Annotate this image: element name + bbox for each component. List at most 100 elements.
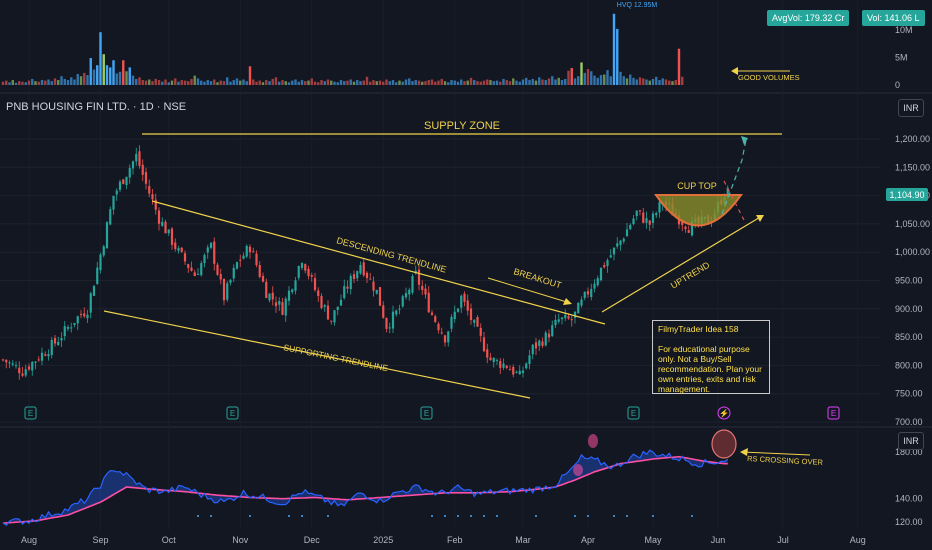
candle-body <box>200 263 203 276</box>
candle-body <box>92 285 96 296</box>
rs-signal-dot <box>483 515 485 517</box>
volume-bar <box>141 80 144 85</box>
time-tick-label: Apr <box>581 535 595 545</box>
currency-selector-price[interactable]: INR <box>898 99 924 117</box>
candle-body <box>70 327 73 329</box>
candle-body <box>5 359 8 363</box>
rs-signal-dot <box>535 515 537 517</box>
candle-body <box>86 314 89 319</box>
candle-body <box>518 370 521 375</box>
candle-body <box>154 199 157 210</box>
volume-bar <box>476 81 479 85</box>
candle-body <box>333 310 336 323</box>
volume-bar <box>625 78 629 85</box>
rs-signal-dot <box>301 515 303 517</box>
earnings-markers: E E E E ⚡ E <box>24 406 840 420</box>
volume-bar <box>190 78 193 85</box>
time-tick-label: Dec <box>304 535 321 545</box>
volume-bar <box>590 71 593 85</box>
candle-body <box>612 247 616 255</box>
volume-bar <box>404 79 408 85</box>
candle-body <box>382 305 385 318</box>
candle-body <box>141 164 144 175</box>
volume-bar <box>151 81 154 85</box>
volume-bar <box>92 69 96 85</box>
candle-body <box>541 341 544 346</box>
candle-body <box>473 319 476 323</box>
idea-note-box: FilmyTrader Idea 158 For educational pur… <box>652 320 770 394</box>
candle-body <box>151 194 154 200</box>
volume-bar <box>391 80 395 85</box>
candle-body <box>11 363 14 365</box>
volume-bar <box>310 78 313 85</box>
volume-bar <box>395 82 398 85</box>
volume-bar <box>346 80 349 85</box>
volume-bar <box>37 81 40 85</box>
volume-bar <box>304 81 307 85</box>
volume-bar <box>408 78 411 85</box>
candle-body <box>580 299 583 306</box>
candle-body <box>167 229 170 234</box>
candle-body <box>583 291 586 299</box>
candle-body <box>388 327 391 329</box>
volume-bar <box>138 77 141 85</box>
candle-body <box>466 300 469 311</box>
volume-bar <box>154 78 157 85</box>
volume-bar <box>622 76 625 85</box>
candle-body <box>307 268 310 277</box>
candle-body <box>531 344 534 355</box>
volume-bar <box>505 80 508 85</box>
volume-bar <box>8 82 11 85</box>
currency-selector-rs[interactable]: INR <box>898 432 924 450</box>
candle-body <box>291 289 294 293</box>
candle-body <box>577 302 580 314</box>
volume-bar <box>70 77 73 85</box>
volume-bar <box>619 71 622 85</box>
volume-bar <box>443 81 447 85</box>
volume-bar <box>554 79 557 85</box>
candle-body <box>505 365 508 368</box>
volume-bar <box>170 80 174 85</box>
volume-bar <box>125 71 128 85</box>
volume-bar <box>528 80 531 85</box>
candle-body <box>593 283 596 289</box>
note-body: For educational purpose only. Not a Buy/… <box>658 344 762 394</box>
candle-body <box>300 263 304 269</box>
volume-bar <box>232 80 235 85</box>
volume-bar <box>109 67 112 85</box>
rs-line <box>2 449 729 527</box>
candle-body <box>398 308 401 310</box>
candle-body <box>109 209 112 225</box>
candle-body <box>193 272 196 277</box>
candle-body <box>131 161 135 169</box>
volume-bar <box>245 81 248 85</box>
volume-bar <box>44 80 47 85</box>
candle-body <box>213 241 216 264</box>
candle-body <box>164 221 167 234</box>
candle-body <box>170 228 174 245</box>
candle-body <box>284 298 287 316</box>
candle-body <box>50 339 53 356</box>
volume-bar <box>313 81 317 85</box>
rs-signal-dot <box>457 515 459 517</box>
volume-bar <box>252 79 255 85</box>
volume-bar <box>79 76 83 85</box>
volume-bar <box>177 81 180 85</box>
volume-bar <box>453 80 456 85</box>
candle-body <box>375 289 378 294</box>
volume-bar <box>128 67 131 85</box>
candle-body <box>190 267 193 271</box>
candle-body <box>135 153 138 162</box>
time-tick-label: Oct <box>162 535 177 545</box>
candle-body <box>619 240 622 245</box>
candle-body <box>495 359 499 361</box>
volume-bar <box>255 81 258 85</box>
candle-body <box>378 287 382 306</box>
candle-body <box>47 354 50 357</box>
volume-bar <box>131 75 135 85</box>
volume-bar <box>206 80 209 85</box>
candle-body <box>242 255 245 259</box>
volume-bar <box>115 73 118 85</box>
volume-bar <box>326 79 330 85</box>
